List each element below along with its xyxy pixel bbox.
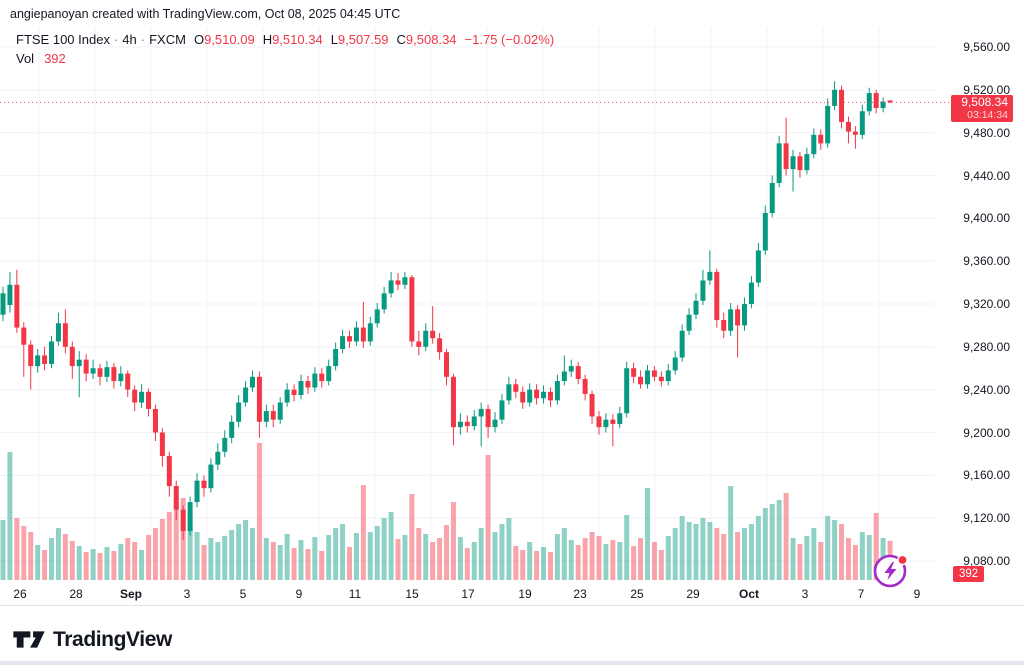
legend-separator: · (113, 32, 119, 47)
time-tick-15-7: 7 (857, 587, 865, 601)
footer: TradingView (0, 606, 1024, 665)
price-tick-9320: 9,320.00 (963, 297, 1010, 311)
time-tick-4-5: 5 (239, 587, 247, 601)
price-tick-9520: 9,520.00 (963, 82, 1010, 97)
price-tick-9160: 9,160.00 (963, 468, 1010, 483)
ohlc-values: O9,510.09 H9,510.34 L9,507.59 C9,508.34 (186, 32, 457, 47)
legend-separator2: · (140, 32, 146, 47)
candles-layer (0, 81, 893, 540)
ohlc-value-C: 9,508.34 (405, 32, 457, 47)
time-tick-16-9: 9 (913, 587, 921, 601)
ohlc-letter-L: L (330, 32, 338, 47)
legend-symbol-row: FTSE 100 Index · 4h · FXCM O9,510.09 H9,510.34… (16, 31, 554, 48)
volume-axis-flag: 392 (953, 566, 985, 582)
price-tick-9120: 9,120.00 (963, 511, 1010, 526)
time-tick-5-9: 9 (295, 587, 303, 601)
volume-bars-layer (0, 443, 893, 580)
tradingview-logo-text: TradingView (53, 627, 172, 651)
bottom-edge-strip (0, 661, 1024, 665)
exchange-label: FXCM (149, 32, 186, 47)
time-tick-3-3: 3 (183, 587, 191, 601)
price-tick-9280: 9,280.00 (963, 339, 1010, 354)
tradingview-logo[interactable]: TradingView (12, 626, 172, 653)
time-tick-6-11: 11 (348, 587, 362, 601)
time-tick-8-17: 17 (461, 587, 475, 601)
chart-legend: FTSE 100 Index · 4h · FXCM O9,510.09 H9,510.34… (16, 31, 554, 67)
time-tick-14-3: 3 (801, 587, 809, 601)
ohlc-letter-H: H (262, 32, 273, 47)
time-tick-7-15: 15 (405, 587, 419, 601)
price-tick-9440: 9,440.00 (963, 168, 1010, 183)
price-tick-9200: 9,200.00 (963, 425, 1010, 440)
boost-lightning-icon[interactable] (871, 551, 911, 591)
ohlc-value-L: 9,507.59 (337, 32, 389, 47)
chart-canvas[interactable] (0, 0, 1024, 581)
volume-value: 392 (44, 51, 66, 66)
gridlines (0, 27, 935, 581)
legend-volume-row: Vol 392 (16, 50, 554, 67)
notification-dot (897, 554, 908, 566)
interval-label: 4h (122, 32, 137, 47)
ohlc-value-O: 9,510.09 (204, 32, 255, 47)
time-tick-12-29: 29 (686, 587, 700, 601)
price-tick-9560: 9,560.00 (963, 40, 1010, 54)
last-price-flag: 9,508.34 03:14:34 (951, 95, 1013, 123)
time-tick-9-19: 19 (518, 587, 532, 601)
price-tick-9480: 9,480.00 (963, 125, 1010, 140)
ohlc-letter-C: C (396, 32, 406, 47)
price-tick-9360: 9,360.00 (963, 254, 1010, 269)
ohlc-value-H: 9,510.34 (272, 32, 323, 47)
time-tick-1-28: 28 (69, 587, 83, 601)
volume-label: Vol (16, 51, 35, 66)
change-value: −1.75 (−0.02%) (464, 32, 555, 47)
time-tick-13-Oct: Oct (738, 587, 760, 601)
ohlc-letter-O: O (193, 32, 205, 47)
time-tick-10-23: 23 (573, 587, 587, 601)
price-scale[interactable]: 9,560.00 9,520.00 9,480.00 9,440.00 9,400.00… (949, 0, 1024, 581)
price-tick-9400: 9,400.00 (963, 211, 1010, 226)
last-price-value: 9,508.34 (961, 95, 1008, 110)
time-tick-2-Sep: Sep (119, 587, 143, 601)
bar-countdown: 03:14:34 (967, 109, 1008, 122)
price-tick-9240: 9,240.00 (963, 382, 1010, 397)
attribution-text: angiepanoyan created with TradingView.co… (10, 7, 401, 21)
time-scale[interactable]: 26 28 Sep 3 5 9 11 15 17 19 23 25 29 Oct 3 7 9 (0, 581, 1024, 606)
tradingview-logo-mark (13, 631, 45, 648)
lightning-bolt-glyph (884, 562, 897, 580)
price-tick-9080: 9,080.00 (963, 554, 1010, 568)
time-tick-0-26: 26 (13, 587, 27, 601)
symbol-title: FTSE 100 Index (16, 32, 110, 47)
time-tick-11-25: 25 (630, 587, 644, 601)
